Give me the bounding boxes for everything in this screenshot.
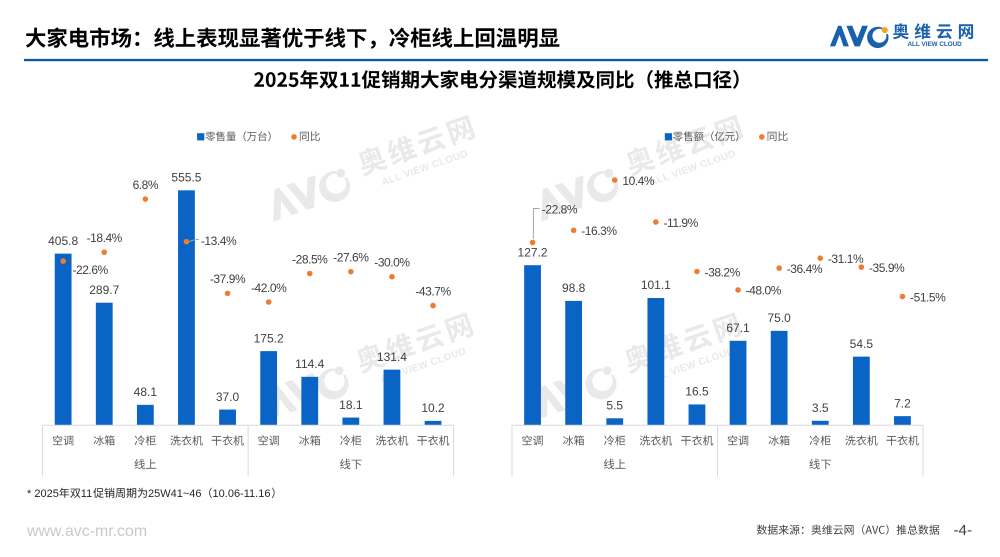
svg-text:-28.5%: -28.5% [292, 252, 328, 266]
svg-text:3.5: 3.5 [812, 401, 829, 415]
svg-text:-36.4%: -36.4% [787, 262, 823, 276]
svg-text:-18.4%: -18.4% [87, 231, 123, 245]
svg-text:175.2: 175.2 [254, 331, 284, 345]
svg-text:11: 11 [81, 488, 92, 500]
svg-text:37.0: 37.0 [216, 390, 240, 404]
svg-text:-43.7%: -43.7% [415, 284, 451, 298]
svg-text:54.5: 54.5 [850, 337, 874, 351]
svg-text:-51.5%: -51.5% [910, 290, 946, 304]
svg-text:-22.8%: -22.8% [542, 202, 578, 216]
svg-text:-4-: -4- [954, 522, 973, 539]
svg-text:48.1: 48.1 [134, 385, 158, 399]
svg-text:289.7: 289.7 [89, 283, 119, 297]
svg-text:ALL VIEW CLOUD: ALL VIEW CLOUD [908, 41, 963, 48]
svg-text:405.8: 405.8 [48, 234, 78, 248]
svg-text:www.avc-mr.com: www.avc-mr.com [26, 523, 147, 540]
svg-text:555.5: 555.5 [171, 171, 201, 185]
svg-text:10.4%: 10.4% [622, 174, 655, 188]
svg-text:-48.0%: -48.0% [746, 284, 782, 298]
svg-text:18.1: 18.1 [339, 398, 363, 412]
svg-text:10.2: 10.2 [421, 401, 445, 415]
svg-text:-35.9%: -35.9% [869, 261, 905, 275]
svg-text:-13.4%: -13.4% [201, 234, 237, 248]
svg-text:10.06-11.16: 10.06-11.16 [213, 488, 271, 500]
svg-text:-38.2%: -38.2% [705, 265, 741, 279]
svg-text:131.4: 131.4 [377, 350, 407, 364]
svg-text:25W41~46: 25W41~46 [148, 488, 202, 500]
svg-text:127.2: 127.2 [518, 245, 548, 259]
svg-text:16.5: 16.5 [685, 385, 709, 399]
svg-text:101.1: 101.1 [641, 278, 671, 292]
svg-text:-22.6%: -22.6% [72, 263, 108, 277]
svg-text:114.4: 114.4 [295, 357, 324, 371]
svg-text:-37.9%: -37.9% [210, 272, 246, 286]
svg-text:-27.6%: -27.6% [333, 250, 369, 264]
svg-text:-31.1%: -31.1% [828, 252, 864, 266]
svg-text:-30.0%: -30.0% [374, 256, 410, 270]
svg-text:-11.9%: -11.9% [663, 216, 698, 230]
svg-text:67.1: 67.1 [726, 321, 750, 335]
svg-text:7.2: 7.2 [894, 396, 911, 410]
svg-text:-42.0%: -42.0% [251, 281, 287, 295]
svg-text:5.5: 5.5 [606, 398, 623, 412]
svg-text:* 2025: * 2025 [27, 488, 59, 500]
svg-text:-16.3%: -16.3% [581, 224, 617, 238]
svg-text:98.8: 98.8 [562, 281, 586, 295]
svg-text:75.0: 75.0 [767, 311, 791, 325]
svg-text:6.8%: 6.8% [133, 178, 159, 192]
